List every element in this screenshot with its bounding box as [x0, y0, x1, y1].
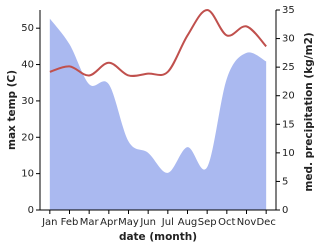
x-tick-label: Oct [218, 217, 235, 228]
y2-tick-label: 20 [282, 91, 295, 102]
y-tick-label: 10 [21, 169, 34, 180]
x-tick-label: May [118, 217, 139, 228]
x-tick-label: Feb [61, 217, 79, 228]
temp-line [49, 8, 267, 78]
x-tick-label: Jul [161, 217, 174, 228]
y2-tick-label: 25 [282, 62, 295, 73]
y-tick-label: 20 [21, 132, 34, 143]
y-axis-label: max temp (C) [6, 70, 18, 150]
x-tick-label: Sep [198, 217, 217, 228]
y2-tick-label: 10 [282, 148, 295, 159]
x-tick-label: Dec [256, 217, 275, 228]
y-tick-label: 0 [28, 205, 34, 216]
x-tick-label: Nov [237, 217, 257, 228]
x-tick-label: Apr [100, 217, 118, 228]
y-tick-label: 30 [21, 96, 34, 107]
x-tick-label: Mar [80, 217, 100, 228]
x-tick-label: Jun [139, 217, 156, 228]
x-tick-label: Jan [41, 217, 57, 228]
y2-tick-label: 30 [282, 34, 295, 45]
y2-axis-label: med. precipitation (kg/m2) [303, 32, 315, 191]
x-axis-label: date (month) [119, 231, 197, 243]
precipitation-area [49, 18, 267, 211]
y2-tick-label: 0 [282, 205, 288, 216]
y2-tick-label: 15 [282, 119, 295, 130]
y-tick-label: 50 [21, 23, 34, 34]
y2-tick-label: 35 [282, 5, 295, 16]
y-tick-label: 40 [21, 60, 34, 71]
x-tick-label: Aug [178, 217, 198, 228]
y2-tick-label: 5 [282, 176, 288, 187]
